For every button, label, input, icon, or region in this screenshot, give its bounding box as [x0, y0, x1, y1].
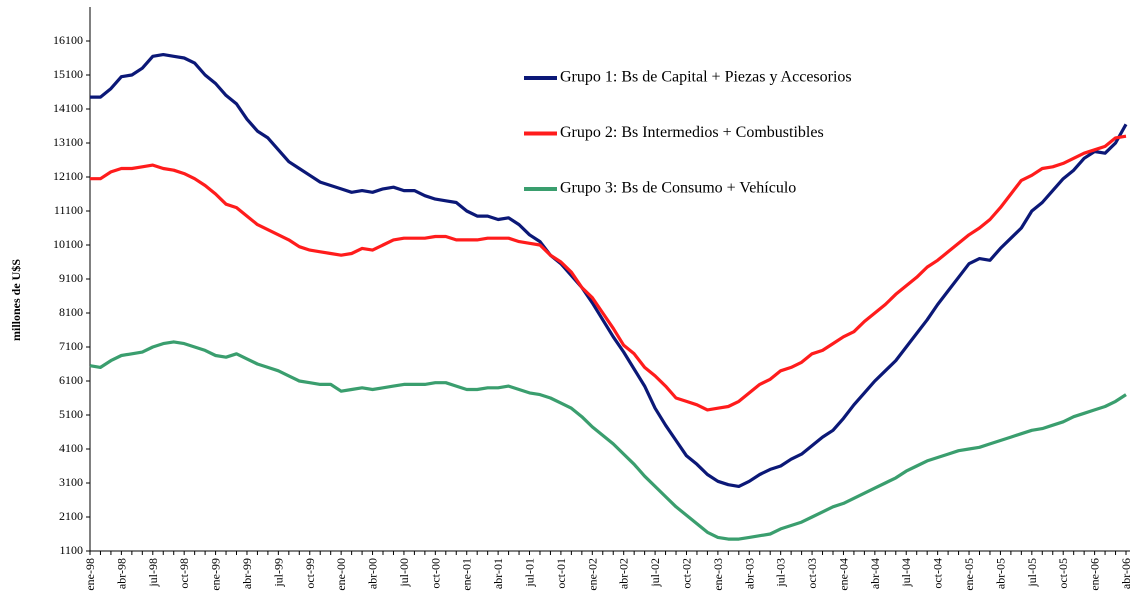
- x-tick-label: ene-01: [460, 558, 474, 591]
- y-tick-label: 13100: [53, 135, 83, 149]
- x-tick-label: abr-01: [491, 558, 505, 589]
- legend-label: Grupo 2: Bs Intermedios + Combustibles: [560, 124, 824, 141]
- x-tick-label: oct-00: [428, 558, 442, 589]
- x-tick-label: ene-05: [962, 558, 976, 591]
- y-tick-label: 14100: [53, 101, 83, 115]
- y-tick-label: 1100: [59, 543, 83, 557]
- x-tick-label: ene-99: [209, 558, 223, 591]
- x-tick-label: abr-04: [868, 558, 882, 589]
- x-tick-label: jul-02: [648, 558, 662, 588]
- x-tick-label: abr-00: [366, 558, 380, 589]
- x-tick-label: oct-98: [177, 558, 191, 589]
- x-tick-label: oct-01: [554, 558, 568, 589]
- x-tick-label: ene-06: [1088, 558, 1102, 591]
- y-tick-label: 8100: [59, 305, 83, 319]
- y-tick-label: 5100: [59, 407, 83, 421]
- y-tick-label: 2100: [59, 509, 83, 523]
- x-tick-label: oct-02: [679, 558, 693, 589]
- x-tick-label: ene-02: [585, 558, 599, 591]
- y-tick-label: 7100: [59, 339, 83, 353]
- x-tick-label: abr-98: [114, 558, 128, 589]
- x-tick-label: abr-05: [993, 558, 1007, 589]
- x-tick-label: jul-04: [899, 558, 913, 588]
- x-tick-label: oct-03: [805, 558, 819, 589]
- x-tick-label: jul-05: [1025, 558, 1039, 588]
- x-tick-label: abr-03: [742, 558, 756, 589]
- y-tick-label: 12100: [53, 169, 83, 183]
- legend-label: Grupo 3: Bs de Consumo + Vehículo: [560, 180, 796, 197]
- x-tick-label: jul-03: [774, 558, 788, 588]
- y-tick-label: 4100: [59, 441, 83, 455]
- y-tick-label: 3100: [59, 475, 83, 489]
- series-line: [90, 134, 1127, 412]
- series-line: [89, 340, 1127, 541]
- series-line: [90, 53, 1128, 488]
- y-axis-label: millones de U$S: [9, 259, 23, 341]
- x-tick-label: ene-98: [83, 558, 97, 591]
- x-tick-label: ene-00: [334, 558, 348, 591]
- x-tick-label: jul-01: [523, 558, 537, 588]
- x-tick-label: ene-03: [711, 558, 725, 591]
- x-tick-label: jul-00: [397, 558, 411, 588]
- x-tick-label: abr-02: [617, 558, 631, 589]
- y-tick-label: 11100: [54, 203, 83, 217]
- y-tick-label: 10100: [53, 237, 83, 251]
- x-tick-label: ene-04: [836, 558, 850, 591]
- y-tick-label: 16100: [53, 33, 83, 47]
- x-tick-label: oct-05: [1056, 558, 1070, 589]
- x-tick-label: jul-99: [271, 558, 285, 588]
- y-tick-label: 9100: [59, 271, 83, 285]
- x-tick-label: oct-04: [931, 558, 945, 589]
- x-tick-label: abr-99: [240, 558, 254, 589]
- legend-label: Grupo 1: Bs de Capital + Piezas y Acceso…: [560, 69, 852, 86]
- x-tick-label: oct-99: [303, 558, 317, 589]
- y-tick-label: 15100: [53, 67, 83, 81]
- x-tick-label: jul-98: [146, 558, 160, 588]
- y-tick-label: 6100: [59, 373, 83, 387]
- x-tick-label: abr-06: [1119, 558, 1133, 589]
